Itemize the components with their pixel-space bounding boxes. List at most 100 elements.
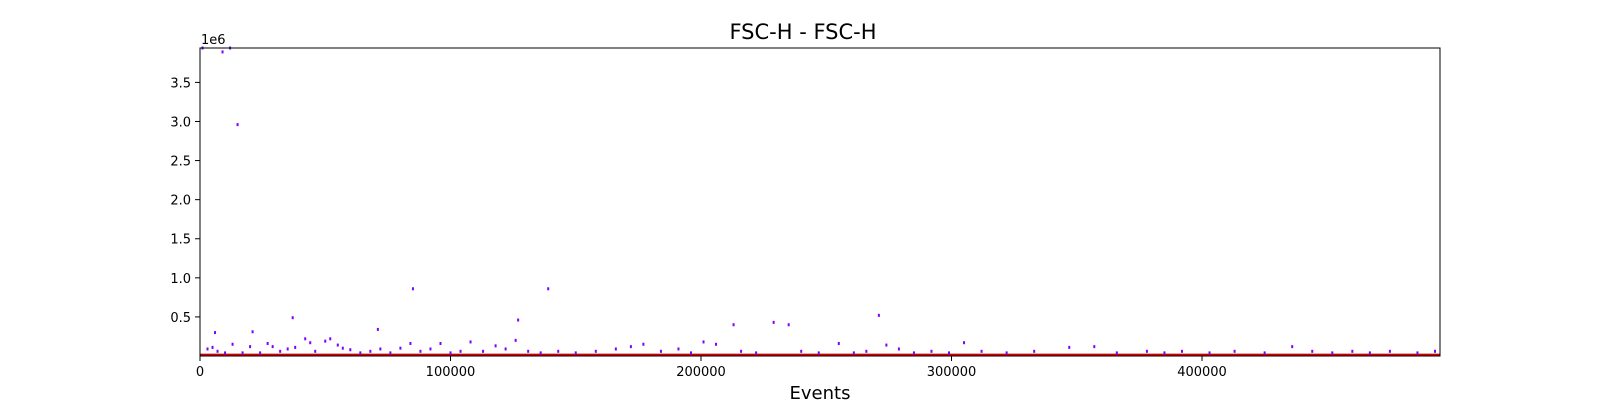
- data-point: [329, 337, 332, 341]
- data-point: [271, 345, 274, 349]
- data-point: [574, 351, 577, 355]
- data-point: [1068, 345, 1071, 349]
- data-point: [800, 349, 803, 353]
- data-point: [294, 345, 297, 349]
- y-tick-label: 2.0: [170, 194, 191, 209]
- data-point: [221, 50, 224, 54]
- data-point: [1351, 349, 1354, 353]
- data-point: [259, 351, 262, 355]
- data-point: [359, 351, 362, 355]
- data-point: [557, 349, 560, 353]
- data-point: [376, 327, 379, 331]
- data-point: [837, 341, 840, 345]
- data-point: [216, 349, 219, 353]
- data-point: [286, 347, 289, 351]
- data-point: [517, 318, 520, 322]
- y-offset-label: 1e6: [201, 33, 226, 48]
- y-tick-label: 1.0: [170, 272, 191, 287]
- data-point: [912, 351, 915, 355]
- data-point: [1433, 349, 1436, 353]
- data-point: [1291, 345, 1294, 349]
- data-point: [1208, 351, 1211, 355]
- plot-frame: [199, 47, 1441, 357]
- data-point: [547, 287, 550, 291]
- plot-area: [200, 46, 1440, 356]
- data-point: [411, 287, 414, 291]
- data-point: [304, 337, 307, 341]
- y-tick-label: 0.5: [170, 311, 191, 326]
- data-point: [817, 351, 820, 355]
- y-tick-label: 3.5: [170, 76, 191, 91]
- x-tick-label: 300000: [927, 365, 977, 380]
- dense-point-band: [200, 353, 1440, 356]
- data-point: [211, 345, 214, 349]
- data-point: [740, 349, 743, 353]
- data-point: [266, 341, 269, 345]
- data-point: [930, 349, 933, 353]
- y-tick-label: 1.5: [170, 233, 191, 248]
- data-point: [314, 349, 317, 353]
- data-point: [642, 342, 645, 346]
- data-point: [897, 347, 900, 351]
- data-point: [885, 343, 888, 347]
- data-point: [369, 349, 372, 353]
- data-point: [1145, 349, 1148, 353]
- y-tick-label: 3.0: [170, 115, 191, 130]
- data-point: [206, 347, 209, 351]
- data-point: [689, 351, 692, 355]
- data-point: [1093, 345, 1096, 349]
- data-point: [1005, 351, 1008, 355]
- data-point: [1263, 351, 1266, 355]
- x-tick-label: 0: [196, 365, 204, 380]
- data-point: [948, 351, 951, 355]
- data-point: [787, 323, 790, 327]
- x-axis-label: Events: [790, 383, 851, 400]
- data-point: [772, 320, 775, 324]
- data-point: [1311, 349, 1314, 353]
- data-point: [399, 346, 402, 350]
- data-point: [459, 349, 462, 353]
- data-point: [1115, 351, 1118, 355]
- data-point: [527, 349, 530, 353]
- data-point: [865, 349, 868, 353]
- data-point: [309, 341, 312, 345]
- data-point: [980, 349, 983, 353]
- data-point: [249, 345, 252, 349]
- data-point: [409, 341, 412, 345]
- data-point: [755, 351, 758, 355]
- data-point: [349, 348, 352, 352]
- data-point: [469, 340, 472, 344]
- data-point: [539, 351, 542, 355]
- data-point: [241, 351, 244, 355]
- data-point: [379, 347, 382, 351]
- data-point: [291, 316, 294, 320]
- y-axis: 0.5 1.0 1.5 2.0 2.5 3.0 3.5: [170, 76, 200, 326]
- data-point: [514, 338, 517, 342]
- data-point: [594, 349, 597, 353]
- x-tick-label: 400000: [1177, 365, 1227, 380]
- x-axis: 0 100000 200000 300000 400000: [196, 356, 1227, 380]
- data-point: [1416, 351, 1419, 355]
- data-point: [715, 342, 718, 346]
- data-point: [629, 345, 632, 349]
- data-point: [236, 123, 239, 127]
- data-point: [702, 340, 705, 344]
- data-point: [1180, 349, 1183, 353]
- data-point: [504, 347, 507, 351]
- data-point: [877, 313, 880, 317]
- data-point: [279, 349, 282, 353]
- data-point: [439, 341, 442, 345]
- data-point: [1368, 351, 1371, 355]
- data-point: [214, 331, 217, 335]
- data-point: [1163, 351, 1166, 355]
- data-point: [324, 339, 327, 343]
- data-point: [449, 351, 452, 355]
- y-tick-label: 2.5: [170, 155, 191, 170]
- data-point: [852, 351, 855, 355]
- data-point: [419, 349, 422, 353]
- data-point: [1388, 349, 1391, 353]
- data-point: [482, 349, 485, 353]
- data-point: [494, 344, 497, 348]
- data-point: [231, 342, 234, 346]
